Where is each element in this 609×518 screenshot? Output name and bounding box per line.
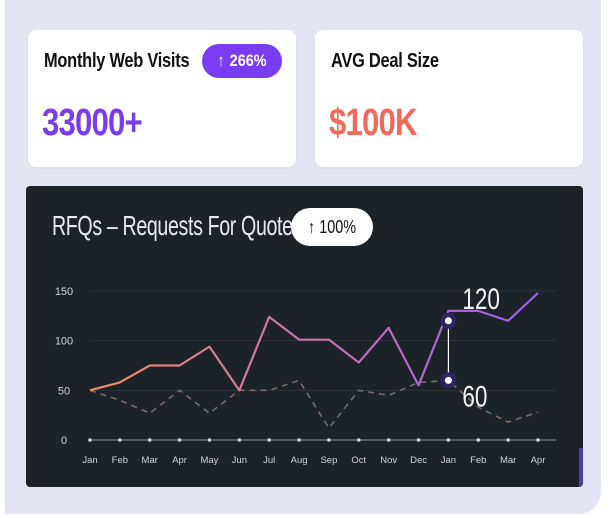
- x-tick-label: Jan: [82, 455, 97, 466]
- accent-edge: [579, 448, 583, 487]
- x-tick-dot: [357, 438, 361, 442]
- x-tick-dot: [267, 438, 271, 442]
- series-line-solid: [89, 292, 539, 392]
- x-tick-label: Feb: [112, 455, 128, 466]
- x-tick-dot: [88, 438, 92, 442]
- x-tick-dot: [327, 438, 331, 442]
- arrow-up-icon: ↑: [307, 216, 316, 237]
- x-tick-label: Jun: [232, 455, 247, 466]
- y-tick-label: 0: [61, 435, 67, 447]
- x-tick-label: Aug: [291, 455, 308, 466]
- x-tick-label: Apr: [172, 455, 187, 466]
- x-tick-label: Jan: [441, 455, 456, 466]
- x-tick-dot: [118, 438, 122, 442]
- annotation-label: 120: [462, 282, 500, 316]
- rfq-line-chart: 0 50 100 150 Jan Feb Mar Apr May Jun Jul Aug Sep Oct N…: [55, 282, 556, 466]
- x-tick-label: Apr: [531, 455, 546, 466]
- x-tick-dot: [476, 438, 481, 442]
- annotation-label: 60: [462, 379, 487, 413]
- x-tick-dot: [237, 438, 242, 442]
- growth-badge: ↑ 266%: [202, 44, 282, 78]
- x-tick-label: Dec: [410, 455, 427, 466]
- x-tick-dot: [386, 438, 391, 442]
- x-tick-dot: [446, 438, 451, 442]
- x-tick-label: Mar: [500, 455, 516, 466]
- series-line-dashed: [89, 379, 539, 430]
- annotation-marker: [444, 317, 452, 325]
- x-tick-dot: [416, 438, 421, 442]
- x-tick-label: Sep: [320, 455, 337, 466]
- x-tick-dot: [177, 438, 182, 442]
- y-tick-label: 150: [55, 286, 73, 298]
- card-value: 33000+: [42, 102, 143, 144]
- x-tick-label: May: [200, 455, 218, 466]
- x-tick-dot: [207, 438, 212, 442]
- x-tick-label: Nov: [380, 455, 397, 466]
- growth-badge: ↑ 100%: [291, 208, 373, 246]
- x-tick-dot: [297, 438, 301, 442]
- card-title: Monthly Web Visits: [44, 50, 190, 72]
- avg-deal-size-card[interactable]: AVG Deal Size $100K: [315, 30, 583, 167]
- monthly-web-visits-card[interactable]: Monthly Web Visits ↑ 266% 33000+: [28, 30, 296, 167]
- x-tick-dot: [147, 438, 152, 442]
- growth-badge-label: 266%: [229, 51, 267, 70]
- x-tick-label: Oct: [351, 455, 366, 466]
- x-tick-label: Jul: [263, 455, 275, 466]
- x-tick-label: Mar: [142, 455, 158, 466]
- y-tick-label: 50: [58, 385, 70, 397]
- x-tick-label: Feb: [470, 455, 486, 466]
- card-value: $100K: [329, 102, 418, 144]
- card-title: AVG Deal Size: [331, 50, 439, 72]
- annotation-marker: [444, 376, 452, 384]
- arrow-up-icon: ↑: [217, 51, 225, 70]
- y-tick-label: 100: [55, 336, 73, 348]
- x-tick-dot: [506, 438, 510, 442]
- growth-badge-label: 100%: [319, 216, 357, 237]
- chart-title: RFQs – Requests For Quotes: [52, 210, 303, 241]
- x-tick-dot: [536, 438, 540, 442]
- rfq-chart-card: RFQs – Requests For Quotes ↑ 100% 0 50 100…: [26, 186, 583, 487]
